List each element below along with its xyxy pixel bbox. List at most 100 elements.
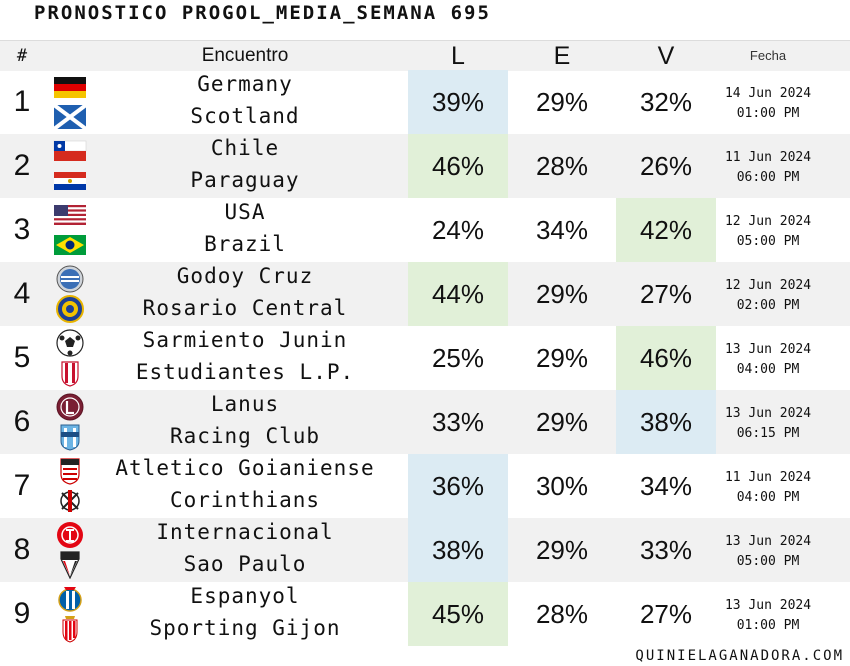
row-number: 1	[13, 85, 31, 118]
row-number: 6	[13, 405, 31, 438]
match-time: 01:00 PM	[736, 106, 800, 121]
row-number: 5	[13, 341, 31, 374]
prob-draw: 29%	[535, 343, 589, 373]
lanus-crest-icon	[53, 393, 87, 421]
header-num: #	[16, 46, 28, 66]
match-time: 04:00 PM	[736, 490, 800, 505]
scotland-flag-icon	[53, 103, 87, 131]
atletico-goianiense-crest-icon	[53, 457, 87, 485]
home-team: Sarmiento Junin	[142, 328, 348, 352]
away-team: Corinthians	[169, 488, 321, 512]
prob-draw: 28%	[535, 151, 589, 181]
match-datetime: 13 Jun 2024 04:00 PM	[716, 340, 820, 380]
header-v: V	[657, 42, 675, 70]
table-row: 8 Internacional Sao Paulo 38% 29% 33% 13 Jun 2…	[0, 518, 850, 582]
match-time: 02:00 PM	[736, 298, 800, 313]
match-time: 06:15 PM	[736, 426, 800, 441]
away-team: Paraguay	[190, 168, 300, 192]
header-date: Fecha	[749, 48, 787, 63]
paraguay-flag-icon	[53, 167, 87, 195]
racing-crest-icon	[53, 423, 87, 451]
prob-draw: 29%	[535, 87, 589, 117]
home-team: Godoy Cruz	[176, 264, 314, 288]
match-date: 14 Jun 2024	[724, 86, 812, 101]
prob-draw: 34%	[535, 215, 589, 245]
home-team: Atletico Goianiense	[115, 456, 375, 480]
prob-home-win: 33%	[431, 407, 485, 437]
match-datetime: 13 Jun 2024 05:00 PM	[716, 532, 820, 572]
brazil-flag-icon	[53, 231, 87, 259]
match-date: 13 Jun 2024	[724, 598, 812, 613]
row-number: 9	[13, 597, 31, 630]
match-datetime: 13 Jun 2024 06:15 PM	[716, 404, 820, 444]
prob-draw: 29%	[535, 407, 589, 437]
prob-home-win: 36%	[408, 454, 508, 518]
table-row: 4 Godoy Cruz Rosario Central 44% 29% 27% 12 Ju…	[0, 262, 850, 326]
header-e: E	[553, 42, 571, 70]
away-team: Sao Paulo	[183, 552, 307, 576]
match-date: 11 Jun 2024	[724, 150, 812, 165]
table-row: 6 Lanus Racing Club 33% 29% 38% 13 Jun 2024 06:…	[0, 390, 850, 454]
home-team: Espanyol	[190, 584, 300, 608]
prob-away-win: 42%	[616, 198, 716, 262]
home-team: Chile	[210, 136, 280, 160]
match-datetime: 13 Jun 2024 01:00 PM	[716, 596, 820, 636]
site-footer: QUINIELAGANADORA.COM	[635, 648, 844, 664]
prob-away-win: 26%	[639, 151, 693, 181]
table-row: 7 Atletico Goianiense Corinthians 36% 30% 34%…	[0, 454, 850, 518]
prob-away-win: 27%	[639, 279, 693, 309]
row-number: 7	[13, 469, 31, 502]
prob-home-win: 45%	[408, 582, 508, 646]
chile-flag-icon	[53, 137, 87, 165]
match-datetime: 11 Jun 2024 06:00 PM	[716, 148, 820, 188]
prob-away-win: 46%	[616, 326, 716, 390]
prob-draw: 28%	[535, 599, 589, 629]
match-date: 12 Jun 2024	[724, 278, 812, 293]
match-date: 11 Jun 2024	[724, 470, 812, 485]
away-team: Estudiantes L.P.	[135, 360, 355, 384]
godoy-cruz-crest-icon	[53, 265, 87, 293]
match-date: 12 Jun 2024	[724, 214, 812, 229]
table-row: 9 Espanyol Sporting Gijon 45% 28% 27% 13 Jun 2…	[0, 582, 850, 646]
away-team: Brazil	[204, 232, 286, 256]
prob-away-win: 34%	[639, 471, 693, 501]
internacional-crest-icon	[53, 521, 87, 549]
prob-away-win: 27%	[639, 599, 693, 629]
home-team: Lanus	[210, 392, 280, 416]
espanyol-crest-icon	[53, 585, 87, 613]
match-time: 04:00 PM	[736, 362, 800, 377]
header-match: Encuentro	[201, 45, 289, 66]
table-header: # Encuentro L E V Fecha	[0, 40, 850, 71]
match-datetime: 12 Jun 2024 02:00 PM	[716, 276, 820, 316]
prob-away-win: 38%	[616, 390, 716, 454]
sarmiento-crest-icon	[53, 329, 87, 357]
match-datetime: 12 Jun 2024 05:00 PM	[716, 212, 820, 252]
usa-flag-icon	[53, 201, 87, 229]
table-row: 2 Chile Paraguay 46% 28% 26% 11 Jun 2024 06:00 …	[0, 134, 850, 198]
match-date: 13 Jun 2024	[724, 406, 812, 421]
prob-home-win: 25%	[431, 343, 485, 373]
match-time: 06:00 PM	[736, 170, 800, 185]
prob-draw: 29%	[535, 535, 589, 565]
match-time: 01:00 PM	[736, 618, 800, 633]
prob-home-win: 39%	[408, 70, 508, 134]
prob-home-win: 24%	[431, 215, 485, 245]
prob-home-win: 38%	[408, 518, 508, 582]
table-row: 3 USA Brazil 24% 34% 42% 12 Jun 2024 05:00 PM	[0, 198, 850, 262]
rosario-central-crest-icon	[53, 295, 87, 323]
prob-draw: 29%	[535, 279, 589, 309]
home-team: Germany	[197, 72, 293, 96]
table-row: 5 Sarmiento Junin Estudiantes L.P. 25% 29% 46…	[0, 326, 850, 390]
away-team: Sporting Gijon	[149, 616, 341, 640]
prob-away-win: 32%	[639, 87, 693, 117]
table-row: 1 Germany Scotland 39% 29% 32% 14 Jun 2024 01:0…	[0, 70, 850, 134]
match-time: 05:00 PM	[736, 234, 800, 249]
match-date: 13 Jun 2024	[724, 534, 812, 549]
row-number: 8	[13, 533, 31, 566]
row-number: 3	[13, 213, 31, 246]
sporting-gijon-crest-icon	[53, 615, 87, 643]
corinthians-crest-icon	[53, 487, 87, 515]
sao-paulo-crest-icon	[53, 551, 87, 579]
prob-away-win: 33%	[639, 535, 693, 565]
away-team: Racing Club	[169, 424, 321, 448]
